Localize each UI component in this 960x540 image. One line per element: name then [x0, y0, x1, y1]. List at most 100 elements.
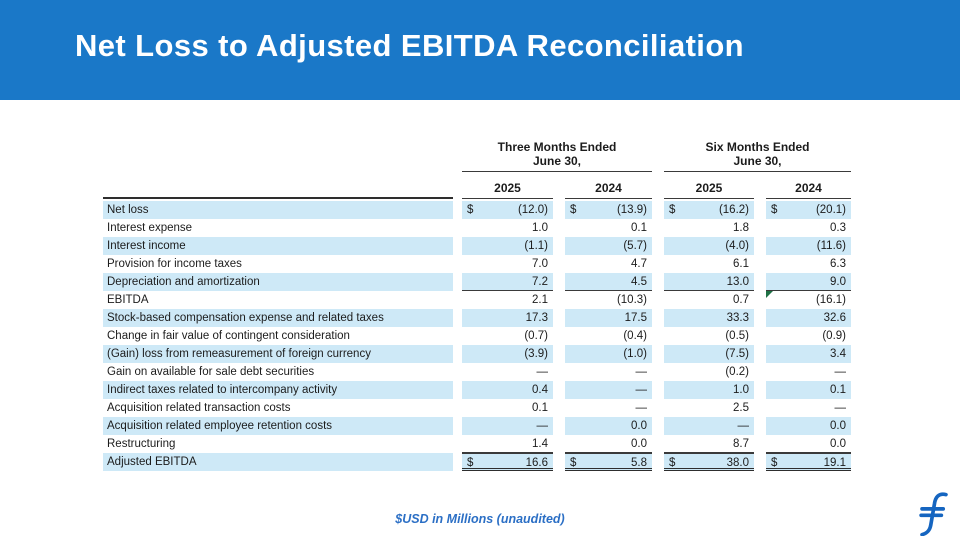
value-cell-6m-2024: 6.3: [766, 255, 851, 273]
value-cell-3m-2024: 0.0: [565, 435, 652, 453]
value-cell-3m-2025: (1.1): [462, 237, 553, 255]
value-cell-6m-2024: 32.6: [766, 309, 851, 327]
cell-value: 0.7: [733, 294, 749, 306]
value-cell-6m-2024: 9.0: [766, 273, 851, 291]
value-cell-6m-2024: 0.0: [766, 435, 851, 453]
year-header: 2024: [565, 179, 652, 199]
label-column-rule: [103, 179, 453, 199]
row-label: Adjusted EBITDA: [103, 453, 453, 471]
value-cell-3m-2025: 7.2: [462, 273, 553, 291]
cell-value: 4.7: [631, 258, 647, 270]
currency-symbol: $: [771, 204, 778, 216]
page-title: Net Loss to Adjusted EBITDA Reconciliati…: [75, 28, 744, 63]
cell-value: 19.1: [823, 457, 846, 469]
cell-value: —: [536, 366, 549, 378]
cell-value: 3.4: [830, 348, 846, 360]
value-cell-3m-2025: —: [462, 417, 553, 435]
value-cell-3m-2024: —: [565, 363, 652, 381]
cell-value: (7.5): [725, 348, 749, 360]
table-row: EBITDA 2.1 (10.3) 0.7 (16.1): [103, 291, 851, 309]
cell-value: 6.1: [733, 258, 749, 270]
value-cell-6m-2025: 1.8: [664, 219, 754, 237]
value-cell-6m-2025: (0.5): [664, 327, 754, 345]
cell-value: 0.1: [532, 402, 548, 414]
table-row: Restructuring 1.4 0.0 8.7 0.0: [103, 435, 851, 453]
cell-value: (0.9): [822, 330, 846, 342]
cell-value: —: [834, 402, 847, 414]
row-label: (Gain) loss from remeasurement of foreig…: [103, 345, 453, 363]
value-cell-6m-2025: 13.0: [664, 273, 754, 291]
row-label: Gain on available for sale debt securiti…: [107, 366, 315, 378]
table-row: Indirect taxes related to intercompany a…: [103, 381, 851, 399]
year-header-row: 2025 2024 2025 2024: [103, 179, 851, 199]
cell-value: 1.8: [733, 222, 749, 234]
footnote: $USD in Millions (unaudited): [395, 512, 565, 526]
value-cell-6m-2025: (0.2): [664, 363, 754, 381]
table-row: Provision for income taxes 7.0 4.7 6.1 6…: [103, 255, 851, 273]
table-body: Net loss $ (12.0) $ (13.9) $ (16.2) $ (2…: [103, 201, 851, 471]
value-cell-3m-2024: (1.0): [565, 345, 652, 363]
value-cell-6m-2025: 6.1: [664, 255, 754, 273]
cell-value: (1.0): [623, 348, 647, 360]
cell-value: 13.0: [726, 276, 749, 288]
cell-value: 1.4: [532, 438, 548, 450]
row-label: Indirect taxes related to intercompany a…: [103, 381, 453, 399]
value-cell-3m-2025: (3.9): [462, 345, 553, 363]
group-header-line2: June 30,: [733, 154, 782, 168]
value-cell-6m-2025: (7.5): [664, 345, 754, 363]
group-header-row: Three Months Ended June 30, Six Months E…: [103, 140, 851, 172]
currency-symbol: $: [669, 204, 676, 216]
cell-value: (3.9): [524, 348, 548, 360]
cell-value: 0.0: [830, 420, 846, 432]
cell-value: (0.5): [725, 330, 749, 342]
cell-value: 38.0: [726, 457, 749, 469]
value-cell-3m-2024: (0.4): [565, 327, 652, 345]
value-cell-6m-2025: 33.3: [664, 309, 754, 327]
value-cell-6m-2024: 0.3: [766, 219, 851, 237]
value-cell-6m-2025: $ 38.0: [664, 453, 754, 471]
value-cell-6m-2024: —: [766, 363, 851, 381]
cell-value: 8.7: [733, 438, 749, 450]
table-row: Adjusted EBITDA $ 16.6 $ 5.8 $ 38.0 $ 19…: [103, 453, 851, 471]
row-label: Depreciation and amortization: [103, 273, 453, 291]
value-cell-6m-2024: $ (20.1): [766, 201, 851, 219]
row-label: EBITDA: [107, 294, 149, 306]
flywire-f-logo: [919, 492, 948, 536]
value-cell-3m-2025: 1.4: [462, 435, 553, 453]
year-header: 2024: [766, 179, 851, 199]
cell-value: 32.6: [823, 312, 846, 324]
row-label: Change in fair value of contingent consi…: [107, 330, 350, 342]
year-header: 2025: [462, 179, 553, 199]
cell-value: 0.4: [532, 384, 548, 396]
cell-value: 2.1: [532, 294, 548, 306]
value-cell-3m-2025: 1.0: [462, 219, 553, 237]
value-cell-6m-2025: 0.7: [664, 291, 754, 309]
cell-value: (5.7): [623, 240, 647, 252]
value-cell-3m-2024: —: [565, 381, 652, 399]
value-cell-6m-2024: (11.6): [766, 237, 851, 255]
cell-value: 0.1: [631, 222, 647, 234]
cell-value: 2.5: [733, 402, 749, 414]
value-cell-3m-2024: $ 5.8: [565, 453, 652, 471]
cell-value: 7.0: [532, 258, 548, 270]
cell-value: 9.0: [830, 276, 846, 288]
value-cell-3m-2024: 17.5: [565, 309, 652, 327]
cell-value: (16.2): [718, 204, 749, 216]
cell-value: (0.4): [623, 330, 647, 342]
table-row: Net loss $ (12.0) $ (13.9) $ (16.2) $ (2…: [103, 201, 851, 219]
value-cell-6m-2024: 0.1: [766, 381, 851, 399]
cell-value: 33.3: [726, 312, 749, 324]
value-cell-3m-2024: (10.3): [565, 291, 652, 309]
currency-symbol: $: [570, 457, 577, 469]
currency-symbol: $: [570, 204, 577, 216]
table-row: Gain on available for sale debt securiti…: [103, 363, 851, 381]
row-label: Acquisition related transaction costs: [107, 402, 291, 414]
group-header-line1: Six Months Ended: [705, 140, 810, 154]
value-cell-6m-2025: (4.0): [664, 237, 754, 255]
group-header-line1: Three Months Ended: [497, 140, 617, 154]
value-cell-3m-2024: 4.5: [565, 273, 652, 291]
table-row: Stock-based compensation expense and rel…: [103, 309, 851, 327]
table-row: Depreciation and amortization 7.2 4.5 13…: [103, 273, 851, 291]
value-cell-3m-2024: —: [565, 399, 652, 417]
